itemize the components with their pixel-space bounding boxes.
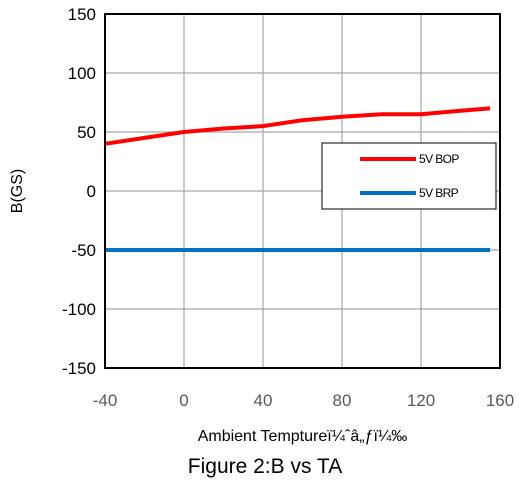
x-tick-label: 40 [254,391,273,410]
y-tick-label: 150 [68,5,96,24]
x-tick-label: 160 [486,391,514,410]
plot-area [104,13,501,369]
y-axis-label: B(GS) [9,169,26,213]
y-tick-label: -100 [62,300,96,319]
y-tick-label: -50 [71,241,96,260]
legend: 5V BOP 5V BRP [321,142,497,210]
legend-box [321,142,497,210]
legend-label: 5V BRP [419,186,459,200]
y-tick-label: -150 [62,359,96,378]
y-tick-labels: -150 -100 -50 0 50 100 150 [62,5,96,378]
x-tick-labels: -40 0 40 80 120 160 [93,391,514,410]
y-tick-label: 0 [87,182,96,201]
x-tick-label: 0 [179,391,188,410]
figure-caption: Figure 2:B vs TA [187,455,343,478]
x-tick-label: 120 [407,391,435,410]
x-tick-label: -40 [93,391,118,410]
series-line [104,106,491,146]
y-tick-label: 50 [77,123,96,142]
legend-label: 5V BOP [419,152,459,166]
y-tick-label: 100 [68,64,96,83]
x-axis-label: Ambient Temptureï¼ˆâ„ƒï¼‰ [197,428,408,445]
series-lines [104,106,491,252]
x-tick-label: 80 [333,391,352,410]
